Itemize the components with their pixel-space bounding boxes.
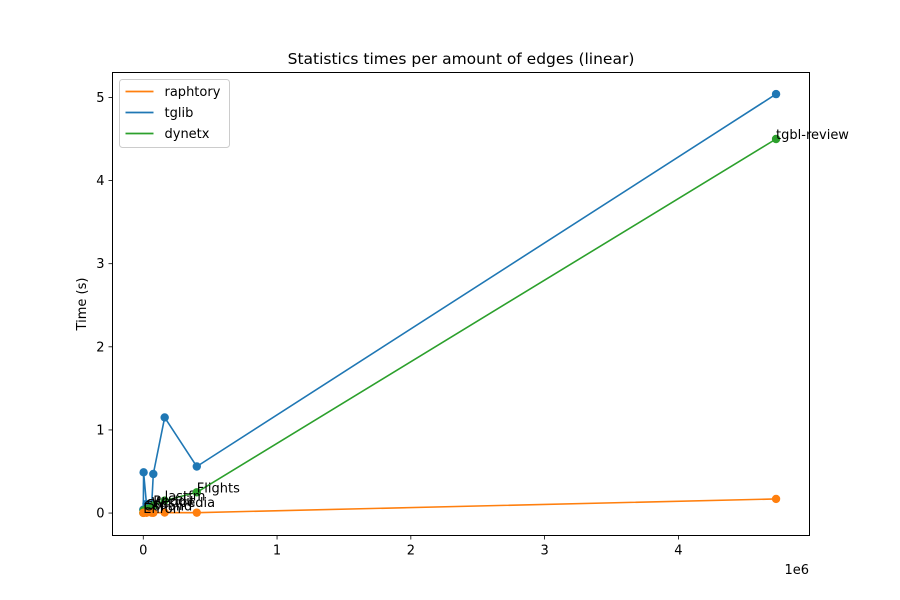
- x-axis-offset-label: 1e6: [784, 563, 809, 578]
- x-axis: 0 1 2 3 4: [139, 535, 683, 559]
- data-point-tglib: [771, 89, 781, 99]
- x-tick-label: 3: [540, 544, 548, 559]
- y-tick-label: 4: [96, 174, 104, 189]
- data-point-dynetx: [149, 501, 158, 510]
- x-tick-label: 0: [139, 544, 147, 559]
- chart-title: Statistics times per amount of edges (li…: [288, 50, 635, 68]
- annotation-label: Sfo: [146, 498, 167, 513]
- legend-label: tglib: [165, 106, 194, 121]
- annotation-label: lastfm: [165, 490, 206, 505]
- y-tick-label: 5: [96, 91, 104, 106]
- legend-item-dynetx: dynetx: [125, 127, 210, 142]
- y-axis: 0 1 2 3 4 5: [96, 91, 113, 522]
- y-tick-label: 2: [96, 340, 104, 355]
- x-tick-label: 4: [674, 544, 682, 559]
- data-point-tglib: [149, 469, 158, 479]
- data-point-raphtory: [771, 494, 781, 504]
- data-point-dynetx: [771, 134, 781, 144]
- y-tick-label: 1: [96, 423, 104, 438]
- annotation-label: Colland: [144, 500, 193, 515]
- axes-frame: [112, 72, 810, 536]
- data-point-tglib: [139, 468, 148, 477]
- x-tick-label: 1: [273, 544, 281, 559]
- y-tick-label: 0: [96, 507, 104, 522]
- series-line-tglib: [142, 93, 777, 510]
- annotation-label: tgbl-review: [776, 128, 849, 143]
- y-axis-label: Time (s): [75, 278, 90, 332]
- annotation-label: Enron: [143, 502, 181, 517]
- plot-area: [139, 89, 781, 518]
- y-tick-label: 3: [96, 257, 104, 272]
- data-point-raphtory: [160, 508, 169, 517]
- legend: raphtory tglib dynetx: [119, 79, 230, 148]
- annotation-label: Flights: [197, 481, 240, 496]
- legend-label: dynetx: [165, 127, 210, 142]
- series-raphtory: [139, 494, 781, 518]
- data-point-tglib: [192, 462, 201, 471]
- x-tick-label: 2: [407, 544, 415, 559]
- data-point-dynetx: [192, 488, 201, 497]
- data-point-dynetx: [160, 496, 169, 505]
- data-point-raphtory: [192, 508, 201, 517]
- annotations: tgbl-review FlightslastfmRedditWikipediaS…: [143, 128, 849, 517]
- data-point-raphtory: [149, 508, 158, 518]
- annotation-label: Wikipedia: [152, 496, 215, 511]
- annotation-label: Reddit: [153, 495, 195, 510]
- data-point-tglib: [160, 413, 169, 422]
- legend-box: [119, 79, 230, 148]
- legend-item-raphtory: raphtory: [125, 85, 221, 100]
- legend-item-tglib: tglib: [125, 106, 194, 121]
- legend-label: raphtory: [165, 85, 221, 100]
